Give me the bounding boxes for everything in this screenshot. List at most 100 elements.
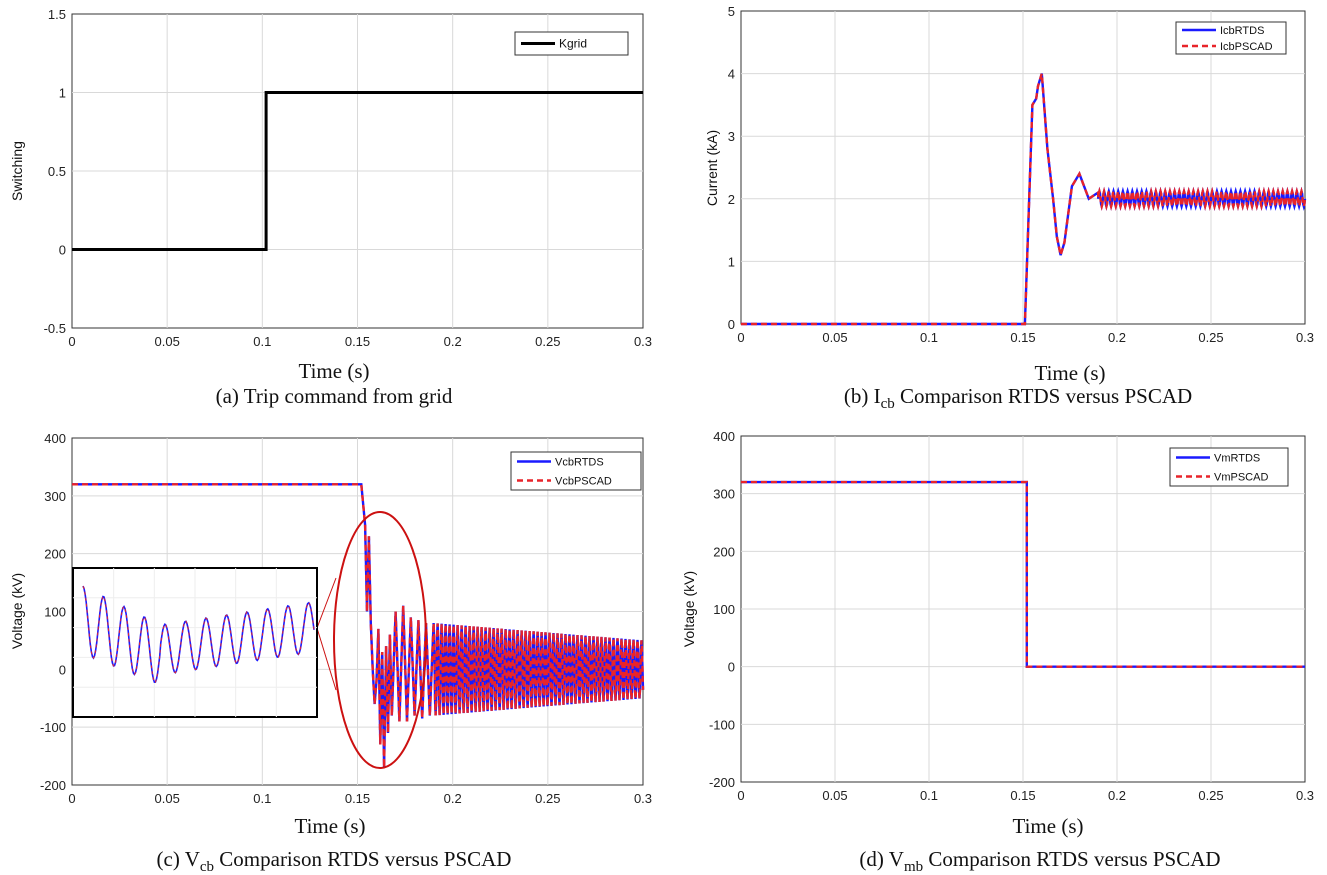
x-tick-label: 0.25 (1198, 330, 1223, 345)
x-tick-label: 0.3 (634, 791, 652, 806)
x-tick-label: 0.2 (1108, 788, 1126, 803)
caption-main: (b) I (844, 384, 881, 408)
legend-box (1169, 447, 1289, 487)
y-tick-label: 0.5 (48, 164, 66, 179)
x-tick-label: 0.05 (822, 330, 847, 345)
legend-label: IcbPSCAD (1220, 41, 1273, 53)
y-tick-label: 100 (44, 605, 66, 620)
x-tick-label: 0.05 (155, 791, 180, 806)
legend-label: VcbRTDS (555, 457, 604, 469)
x-tick-label: 0.2 (444, 791, 462, 806)
panel-caption: (a) Trip command from grid (216, 384, 453, 408)
caption-subscript: cb (200, 859, 214, 875)
caption-subscript: cb (881, 396, 895, 412)
x-axis-label: Time (s) (295, 814, 366, 838)
caption-rest: Comparison RTDS versus PSCAD (895, 384, 1192, 408)
x-tick-label: 0.2 (444, 334, 462, 349)
x-tick-label: 0.1 (253, 791, 271, 806)
legend-box (510, 451, 642, 491)
y-tick-label: -200 (40, 778, 66, 793)
y-tick-label: -100 (709, 717, 735, 732)
y-tick-label: 1.5 (48, 7, 66, 22)
zoom-connector (316, 577, 337, 629)
legend-label: VmPSCAD (1214, 472, 1268, 484)
caption-subscript: mb (904, 859, 923, 875)
x-tick-label: 0.1 (920, 788, 938, 803)
panel-caption: (d) Vmb Comparison RTDS versus PSCAD (859, 847, 1220, 875)
x-tick-label: 0.2 (1108, 330, 1126, 345)
zoom-connector (316, 627, 337, 691)
legend: VmRTDS VmPSCAD (1169, 447, 1289, 487)
y-tick-label: 400 (713, 429, 735, 444)
y-tick-label: 5 (728, 4, 735, 19)
series-icbpscad (741, 73, 1307, 326)
y-tick-label: 300 (44, 489, 66, 504)
caption-main: (d) V (859, 847, 904, 871)
x-tick-label: 0.05 (155, 334, 180, 349)
y-tick-label: 0 (59, 243, 66, 258)
y-tick-label: 200 (44, 547, 66, 562)
x-tick-label: 0.3 (1296, 788, 1314, 803)
y-tick-label: 4 (728, 67, 735, 82)
series-kgrid (72, 91, 643, 251)
legend-label: IcbRTDS (1220, 25, 1264, 37)
axes-d: 0 0.05 0.1 0.15 0.2 0.25 0.3 -200 -100 0 100 200 300… (681, 429, 1314, 875)
y-tick-label: 300 (713, 487, 735, 502)
y-tick-label: 100 (713, 602, 735, 617)
x-tick-label: 0.05 (822, 788, 847, 803)
x-tick-label: 0.1 (920, 330, 938, 345)
x-axis-label: Time (s) (1035, 361, 1106, 385)
y-tick-label: 400 (44, 431, 66, 446)
panel-caption: (c) Vcb Comparison RTDS versus PSCAD (157, 847, 512, 875)
panel-caption: (b) Icb Comparison RTDS versus PSCAD (844, 384, 1192, 412)
legend-box (1175, 21, 1287, 55)
y-tick-label: -200 (709, 775, 735, 790)
legend-label: VmRTDS (1214, 453, 1260, 465)
y-tick-label: 1 (728, 254, 735, 269)
series-vmpscad (741, 480, 1305, 668)
x-tick-label: 0.15 (345, 334, 370, 349)
series-vcbpscad (72, 483, 645, 768)
legend-box (514, 31, 629, 56)
y-axis-label: Current (kA) (704, 130, 720, 206)
x-axis-label: Time (s) (299, 359, 370, 383)
y-tick-label: 200 (713, 544, 735, 559)
y-axis-label: Voltage (kV) (9, 573, 25, 649)
legend-label: Kgrid (559, 37, 587, 51)
caption-rest: Comparison RTDS versus PSCAD (214, 847, 511, 871)
x-tick-label: 0 (737, 788, 744, 803)
caption-rest: Comparison RTDS versus PSCAD (923, 847, 1220, 871)
y-tick-label: 0 (59, 662, 66, 677)
x-tick-label: 0.15 (1010, 788, 1035, 803)
caption-main: (c) V (157, 847, 200, 871)
x-tick-label: 0 (737, 330, 744, 345)
y-tick-label: 2 (728, 192, 735, 207)
legend: Kgrid (514, 31, 629, 56)
x-tick-label: 0 (68, 791, 75, 806)
x-tick-label: 0.25 (1198, 788, 1223, 803)
x-tick-label: 0.15 (1010, 330, 1035, 345)
y-tick-label: -0.5 (44, 321, 66, 336)
zoom-highlight-ellipse (333, 511, 427, 769)
y-tick-label: 0 (728, 317, 735, 332)
x-tick-label: 0.1 (253, 334, 271, 349)
x-tick-label: 0.3 (1296, 330, 1314, 345)
y-axis-label: Voltage (kV) (681, 571, 697, 647)
axes-c: 0 0.05 0.1 0.15 0.2 0.25 0.3 -200 -100 0 100 200 300… (9, 431, 652, 875)
x-axis-label: Time (s) (1013, 814, 1084, 838)
y-axis-label: Switching (9, 141, 25, 201)
legend-label: VcbPSCAD (555, 476, 612, 488)
axes-b: 0 0.05 0.1 0.15 0.2 0.25 0.3 0 1 2 3 4 5 Time (s) Curr… (704, 4, 1314, 412)
y-tick-label: 0 (728, 660, 735, 675)
y-tick-label: -100 (40, 720, 66, 735)
inset-series-pscad (82, 585, 315, 683)
x-tick-label: 0.25 (535, 791, 560, 806)
x-tick-label: 0.25 (535, 334, 560, 349)
y-tick-label: 3 (728, 129, 735, 144)
x-tick-label: 0.15 (345, 791, 370, 806)
legend: IcbRTDS IcbPSCAD (1175, 21, 1287, 55)
legend: VcbRTDS VcbPSCAD (510, 451, 642, 491)
x-tick-label: 0.3 (634, 334, 652, 349)
